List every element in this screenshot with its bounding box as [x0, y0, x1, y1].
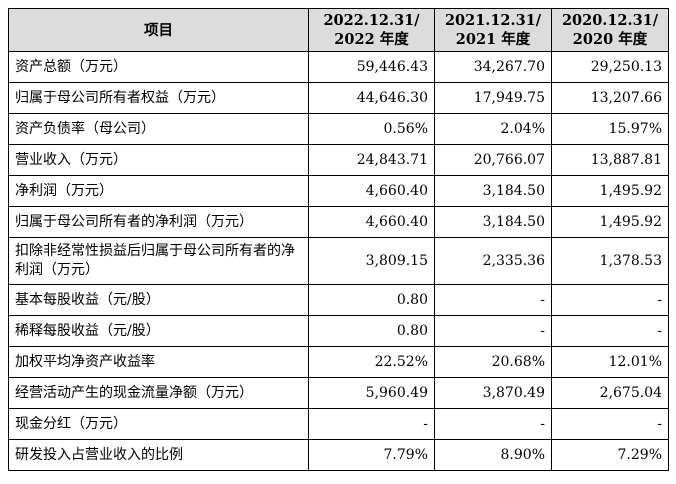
row-label: 研发投入占营业收入的比例 — [8, 439, 309, 471]
row-label: 现金分红（万元） — [8, 408, 309, 440]
table-body: 资产总额（万元） 59,446.43 34,267.70 29,250.13 归属于母公… — [8, 51, 669, 471]
row-value-2020: 1,378.53 — [551, 237, 669, 285]
row-value-2022: 3,809.15 — [308, 237, 435, 285]
row-value-2021: 3,184.50 — [434, 206, 552, 238]
row-value-2021: 20.68% — [434, 346, 552, 378]
row-value-2020: 1,495.92 — [551, 175, 669, 207]
row-value-2021: 2,335.36 — [434, 237, 552, 285]
row-label: 基本每股收益（元/股） — [8, 284, 309, 316]
table-row: 营业收入（万元） 24,843.71 20,766.07 13,887.81 — [8, 144, 669, 176]
table-row: 归属于母公司所有者权益（万元） 44,646.30 17,949.75 13,207.… — [8, 82, 669, 114]
header-period-date: 2022.12.31/ — [323, 12, 420, 29]
row-value-2020: 7.29% — [551, 439, 669, 471]
header-period-year: 2022 年度 — [334, 31, 409, 48]
row-label: 净利润（万元） — [8, 175, 309, 207]
row-value-2021: - — [434, 284, 552, 316]
financial-table-container: 项目 2022.12.31/ 2022 年度 2021.12.31/ 2021 … — [8, 8, 669, 471]
row-value-2022: - — [308, 408, 435, 440]
row-value-2022: 44,646.30 — [308, 82, 435, 114]
table-row: 现金分红（万元） - - - — [8, 408, 669, 440]
row-value-2022: 7.79% — [308, 439, 435, 471]
row-value-2020: 12.01% — [551, 346, 669, 378]
row-value-2020: - — [551, 284, 669, 316]
header-period-date: 2020.12.31/ — [561, 12, 659, 29]
row-value-2022: 59,446.43 — [308, 51, 435, 83]
row-value-2022: 0.80 — [308, 284, 435, 316]
row-label: 扣除非经常性损益后归属于母公司所有者的净利润（万元） — [8, 237, 309, 285]
header-period-2022: 2022.12.31/ 2022 年度 — [308, 8, 435, 52]
table-row: 加权平均净资产收益率 22.52% 20.68% 12.01% — [8, 346, 669, 378]
row-value-2020: 13,207.66 — [551, 82, 669, 114]
row-value-2021: 8.90% — [434, 439, 552, 471]
header-period-2020: 2020.12.31/ 2020 年度 — [551, 8, 669, 52]
table-row: 研发投入占营业收入的比例 7.79% 8.90% 7.29% — [8, 439, 669, 471]
row-label: 营业收入（万元） — [8, 144, 309, 176]
row-value-2021: - — [434, 315, 552, 347]
table-row: 资产负债率（母公司） 0.56% 2.04% 15.97% — [8, 113, 669, 145]
row-value-2022: 0.56% — [308, 113, 435, 145]
table-row: 扣除非经常性损益后归属于母公司所有者的净利润（万元） 3,809.15 2,335.… — [8, 237, 669, 285]
row-value-2022: 4,660.40 — [308, 206, 435, 238]
row-label: 经营活动产生的现金流量净额（万元） — [8, 377, 309, 409]
row-value-2020: - — [551, 315, 669, 347]
row-value-2021: 17,949.75 — [434, 82, 552, 114]
row-value-2021: 3,870.49 — [434, 377, 552, 409]
row-label: 资产总额（万元） — [8, 51, 309, 83]
row-value-2022: 4,660.40 — [308, 175, 435, 207]
row-label: 归属于母公司所有者的净利润（万元） — [8, 206, 309, 238]
row-value-2020: 15.97% — [551, 113, 669, 145]
row-value-2021: 2.04% — [434, 113, 552, 145]
row-value-2020: 13,887.81 — [551, 144, 669, 176]
row-label: 加权平均净资产收益率 — [8, 346, 309, 378]
table-row: 稀释每股收益（元/股） 0.80- - — [8, 315, 669, 347]
row-value-2022: 24,843.71 — [308, 144, 435, 176]
row-label: 归属于母公司所有者权益（万元） — [8, 82, 309, 114]
row-value-2021: 3,184.50 — [434, 175, 552, 207]
table-row: 净利润（万元） 4,660.40 3,184.50 1,495.92 — [8, 175, 669, 207]
row-value-2020: 29,250.13 — [551, 51, 669, 83]
financial-summary-table: 项目 2022.12.31/ 2022 年度 2021.12.31/ 2021 … — [8, 8, 669, 471]
header-item: 项目 — [8, 8, 309, 52]
table-row: 资产总额（万元） 59,446.43 34,267.70 29,250.13 — [8, 51, 669, 83]
header-period-2021: 2021.12.31/ 2021 年度 — [434, 8, 552, 52]
row-value-2022: 0.80 — [308, 315, 435, 347]
header-period-year: 2021 年度 — [455, 31, 531, 48]
row-value-2021: - — [434, 408, 552, 440]
row-value-2022: 5,960.49 — [308, 377, 435, 409]
header-period-date: 2021.12.31/ — [444, 12, 542, 29]
row-value-2020: 1,495.92 — [551, 206, 669, 238]
table-row: 基本每股收益（元/股） 0.80- - — [8, 284, 669, 316]
row-value-2021: 34,267.70 — [434, 51, 552, 83]
row-value-2020: - — [551, 408, 669, 440]
row-value-2020: 2,675.04 — [551, 377, 669, 409]
table-row: 经营活动产生的现金流量净额（万元） 5,960.49 3,870.49 2,675.0… — [8, 377, 669, 409]
header-period-year: 2020 年度 — [572, 31, 648, 48]
table-header-row: 项目 2022.12.31/ 2022 年度 2021.12.31/ 2021 … — [8, 8, 669, 52]
row-label: 资产负债率（母公司） — [8, 113, 309, 145]
row-label: 稀释每股收益（元/股） — [8, 315, 309, 347]
row-value-2021: 20,766.07 — [434, 144, 552, 176]
row-value-2022: 22.52% — [308, 346, 435, 378]
table-row: 归属于母公司所有者的净利润（万元） 4,660.40 3,184.50 1,495.9… — [8, 206, 669, 238]
